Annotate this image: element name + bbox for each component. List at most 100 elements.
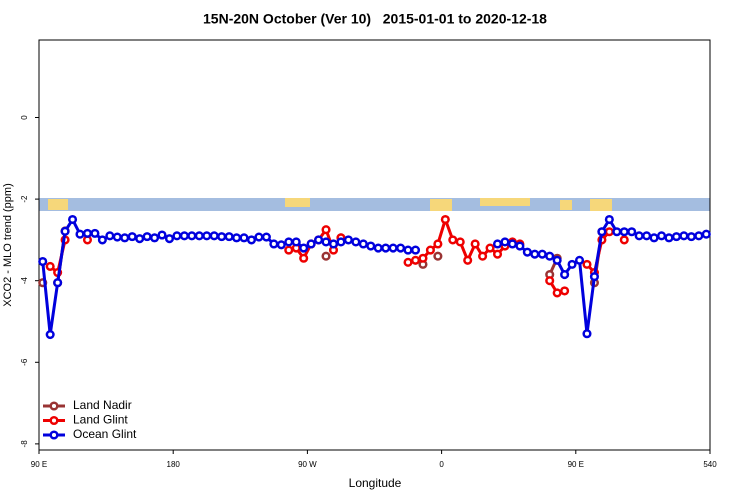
point <box>291 237 301 247</box>
point <box>604 214 614 225</box>
point <box>209 231 219 241</box>
x-tick-label: 180 <box>167 460 181 469</box>
point <box>552 255 562 265</box>
point <box>679 231 689 241</box>
point <box>545 251 555 261</box>
point <box>105 231 115 241</box>
point <box>314 235 324 245</box>
point <box>261 232 271 242</box>
point <box>97 235 107 245</box>
point <box>351 237 361 247</box>
point <box>38 256 48 267</box>
point <box>619 227 629 237</box>
point <box>567 259 577 269</box>
point <box>552 288 562 298</box>
point <box>597 227 607 237</box>
point <box>269 239 279 249</box>
chart-title: 15N-20N October (Ver 10) 2015-01-01 to 2… <box>203 11 547 27</box>
legend-label: Land Nadir <box>73 398 132 412</box>
point <box>202 231 212 241</box>
point <box>403 257 413 267</box>
point <box>90 228 100 238</box>
point <box>478 251 488 261</box>
point <box>440 214 450 225</box>
point <box>217 232 227 242</box>
point <box>433 239 443 249</box>
point <box>179 231 189 241</box>
point <box>45 261 55 271</box>
x-tick-label: 90 E <box>568 460 584 469</box>
point <box>574 255 585 265</box>
point <box>299 253 309 263</box>
point <box>463 255 473 265</box>
point <box>448 235 458 245</box>
point <box>135 234 145 244</box>
y-axis-label: XCO2 - MLO trend (ppm) <box>2 183 14 306</box>
point <box>254 232 264 242</box>
point <box>366 241 376 251</box>
y-tick-label: -6 <box>20 358 29 366</box>
x-tick-label: 90 W <box>298 460 317 469</box>
point <box>120 233 130 243</box>
x-tick-label: 90 E <box>31 460 47 469</box>
point <box>492 239 503 249</box>
legend-marker <box>49 401 59 411</box>
legend-marker <box>49 415 59 426</box>
point <box>224 232 234 242</box>
point <box>75 229 85 239</box>
series <box>38 214 711 340</box>
point <box>582 329 592 339</box>
point <box>336 237 346 247</box>
point <box>306 239 316 249</box>
point <box>470 239 480 249</box>
point <box>284 245 294 255</box>
point <box>127 232 137 242</box>
point <box>433 251 443 261</box>
point <box>276 240 286 250</box>
point <box>187 231 197 241</box>
point <box>545 276 555 286</box>
point <box>642 231 652 241</box>
point <box>500 237 510 247</box>
point <box>649 233 659 243</box>
point <box>485 243 495 253</box>
point <box>388 243 398 253</box>
point <box>537 249 547 259</box>
point <box>507 239 517 249</box>
point <box>530 249 540 259</box>
point <box>425 245 435 255</box>
plot-frame <box>38 39 711 451</box>
point <box>381 243 391 253</box>
point <box>172 231 182 241</box>
point <box>410 245 421 255</box>
point <box>157 230 167 240</box>
point <box>604 227 614 237</box>
point <box>321 251 331 261</box>
point <box>694 231 704 241</box>
y-tick-label: 0 <box>20 115 29 120</box>
point <box>671 232 682 242</box>
point <box>68 214 78 225</box>
point <box>373 243 383 253</box>
point <box>492 249 503 259</box>
point <box>403 245 413 255</box>
legend-label: Land Glint <box>73 413 128 427</box>
map-strip <box>39 198 710 211</box>
point <box>455 237 465 247</box>
point <box>321 225 331 235</box>
y-tick-label: -8 <box>20 440 29 448</box>
point <box>328 239 339 249</box>
point <box>232 233 242 243</box>
point <box>321 237 331 247</box>
y-tick-label: -4 <box>20 277 29 285</box>
point <box>634 231 644 241</box>
legend-marker <box>49 430 59 440</box>
point <box>686 232 696 242</box>
point <box>418 253 428 263</box>
point <box>619 235 629 245</box>
point <box>246 235 257 245</box>
point <box>239 233 249 243</box>
point <box>343 235 353 245</box>
